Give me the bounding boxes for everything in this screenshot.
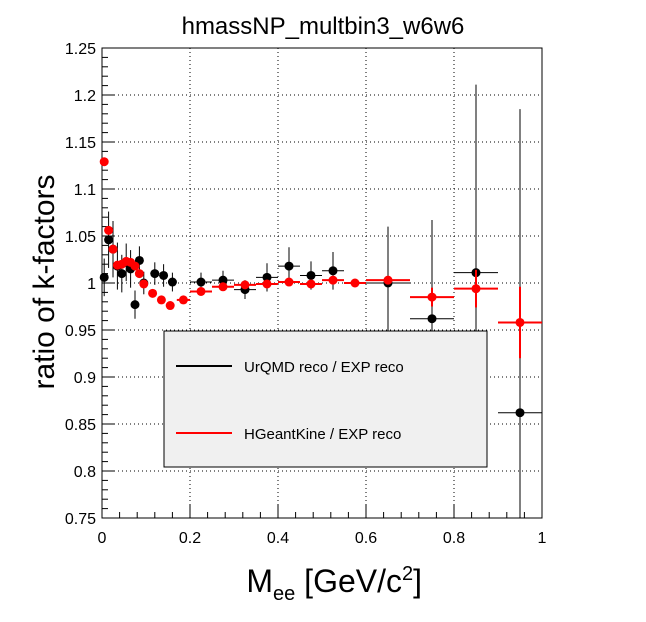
data-point [427, 314, 437, 324]
x-axis-label: Mee [GeV/c2] [246, 563, 422, 605]
data-point [104, 225, 114, 235]
data-point [328, 275, 338, 285]
axis-ticks [101, 47, 543, 519]
data-point [134, 269, 144, 279]
legend: UrQMD reco / EXP reco HGeantKine / EXP r… [163, 330, 488, 468]
x-tick-label: 0.4 [267, 530, 289, 547]
data-point [156, 295, 166, 305]
x-axis-label-main: M [246, 563, 273, 599]
data-point [306, 279, 316, 289]
data-point [262, 279, 272, 289]
y-tick-label: 1.15 [65, 135, 96, 152]
x-tick-labels: 0 0.2 0.4 0.6 0.8 1 [98, 530, 547, 547]
data-point [262, 272, 272, 282]
x-axis-label-sub: ee [273, 583, 295, 605]
data-point [139, 279, 149, 289]
x-tick-label: 1 [538, 530, 547, 547]
data-point [99, 272, 109, 282]
x-axis-label-close: ] [413, 563, 422, 599]
data-point [240, 280, 250, 290]
data-point [150, 269, 160, 279]
data-point [515, 317, 525, 327]
data-point [117, 269, 127, 279]
y-tick-label: 1.05 [65, 229, 96, 246]
data-point [178, 295, 188, 305]
y-tick-label: 1.2 [74, 88, 96, 105]
y-tick-label: 1 [87, 276, 96, 293]
data-point [148, 288, 158, 298]
data-point [284, 277, 294, 287]
data-point [167, 277, 177, 287]
y-tick-label: 0.75 [65, 511, 96, 528]
x-tick-label: 0.8 [443, 530, 465, 547]
data-point [284, 261, 294, 271]
y-tick-label: 1.25 [65, 41, 96, 58]
y-tick-label: 1.1 [74, 182, 96, 199]
y-tick-label: 0.9 [74, 370, 96, 387]
x-tick-label: 0.2 [179, 530, 201, 547]
data-point [383, 275, 393, 285]
data-point [159, 270, 169, 280]
data-point [196, 277, 206, 287]
x-axis-label-rest: [GeV/c [295, 563, 402, 599]
data-point [515, 408, 525, 418]
y-tick-labels: 0.75 0.8 0.85 0.9 0.95 1 1.05 1.1 1.15 1.2 1.25 [65, 41, 96, 528]
legend-label-urqmd: UrQMD reco / EXP reco [244, 359, 404, 376]
x-tick-label: 0 [98, 530, 107, 547]
data-point [108, 244, 118, 254]
chart-title: hmassNP_multbin3_w6w6 [182, 13, 465, 40]
data-point [165, 301, 175, 311]
y-tick-label: 0.95 [65, 323, 96, 340]
legend-label-hgeantkine: HGeantKine / EXP reco [244, 426, 401, 443]
x-axis-label-sup: 2 [402, 563, 413, 585]
legend-box [163, 330, 488, 468]
data-point [350, 278, 360, 288]
data-point [130, 261, 140, 271]
data-point [427, 292, 437, 302]
y-tick-label: 0.85 [65, 417, 96, 434]
data-point [104, 235, 114, 245]
data-point [130, 300, 140, 310]
x-tick-label: 0.6 [355, 530, 377, 547]
y-axis-label: ratio of k-factors [28, 174, 61, 389]
data-point [218, 282, 228, 292]
data-point [471, 284, 481, 294]
data-point [196, 286, 206, 296]
series-hgeantkine [99, 157, 542, 359]
data-point [328, 266, 338, 276]
data-point [99, 157, 109, 167]
data-point [306, 270, 316, 280]
y-tick-label: 0.8 [74, 464, 96, 481]
data-point [218, 275, 228, 285]
